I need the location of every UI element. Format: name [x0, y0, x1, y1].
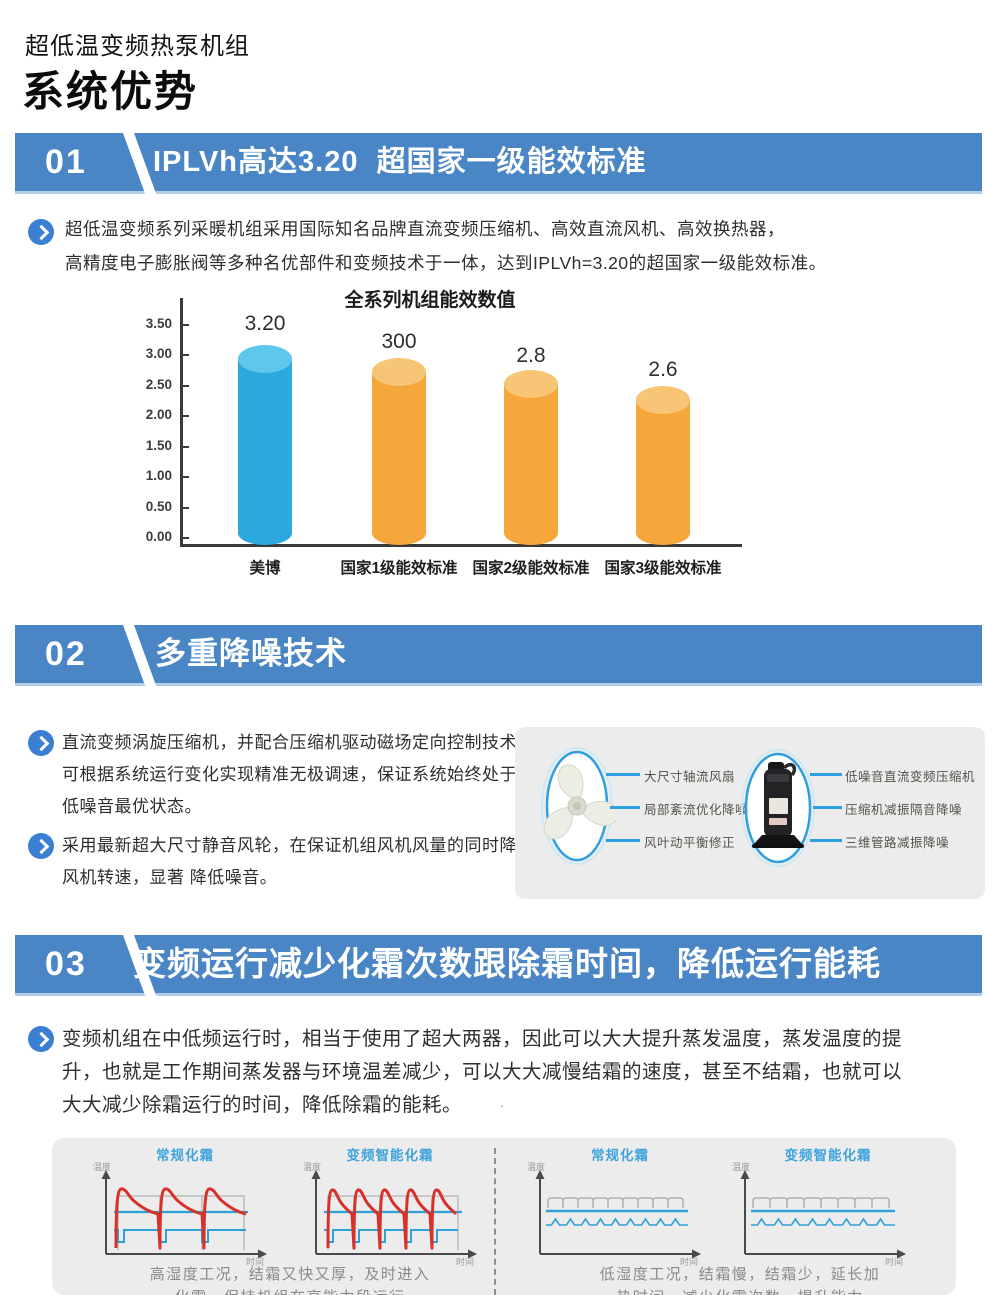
- section2-text-line: 直流变频涡旋压缩机，并配合压缩机驱动磁场定向控制技术，: [62, 733, 535, 752]
- section3-number: 03: [45, 945, 87, 983]
- chart-title: 全系列机组能效数值: [344, 290, 516, 311]
- bar-meibo: [238, 345, 292, 545]
- fan-feature-label: 风叶动平衡修正: [644, 836, 736, 850]
- category-label: 国家2级能效标准: [472, 560, 590, 577]
- dashed-divider: [494, 1148, 496, 1295]
- section2-banner-title: 多重降噪技术: [155, 636, 347, 671]
- compressor-feature-label: 低噪音直流变频压缩机: [845, 770, 976, 784]
- stray-mark: .: [500, 1094, 504, 1110]
- defrost-caption-line: 热时间，减少化霜次数，提升能力: [560, 1286, 920, 1295]
- section3-text-line: 升，也就是工作期间蒸发器与环境温差减少，可以大大减慢结霜的速度，甚至不结霜，也就…: [62, 1061, 903, 1083]
- x-axis-label: 时间: [456, 1257, 475, 1267]
- defrost-chart-smart-high-humidity: [311, 1170, 477, 1259]
- defrost-caption-line: 低湿度工况，结霜慢，结霜少，延长加: [599, 1266, 881, 1283]
- bar-grade1: [372, 358, 426, 545]
- bar-value-label: 2.6: [648, 358, 678, 381]
- bar-value-label: 2.8: [516, 344, 546, 367]
- y-tick: 1.00: [132, 468, 189, 483]
- defrost-chart-conventional-high-humidity: [101, 1170, 267, 1259]
- category-label: 美博: [249, 560, 281, 577]
- mini-chart-title: 常规化霜: [591, 1148, 649, 1163]
- callout-line: [813, 806, 842, 809]
- category-label: 国家3级能效标准: [604, 560, 722, 577]
- bar-grade3: [636, 386, 690, 545]
- y-axis-label: 温度: [527, 1162, 546, 1172]
- y-axis-label: 温度: [303, 1162, 322, 1172]
- fan-image: [541, 747, 616, 865]
- y-axis-label: 温度: [93, 1162, 112, 1172]
- compressor-feature-label: 压缩机减振隔音降噪: [845, 803, 963, 817]
- x-axis-label: 时间: [885, 1257, 904, 1267]
- y-tick: 1.50: [132, 438, 189, 453]
- y-tick: 3.50: [132, 316, 189, 331]
- section2-text-line: 采用最新超大尺寸静音风轮，在保证机组风机风量的同时降低: [62, 836, 535, 855]
- callout-line: [810, 773, 842, 776]
- x-axis: [180, 544, 742, 547]
- chevron-right-icon: [28, 730, 54, 756]
- section2-text-line: 可根据系统运行变化实现精准无极调速，保证系统始终处于: [62, 765, 517, 784]
- bar-grade2: [504, 370, 558, 545]
- section1-banner: 01 IPLVh高达3.20 超国家一级能效标准: [15, 133, 982, 205]
- y-tick: 2.00: [132, 407, 189, 422]
- y-tick: 0.00: [132, 529, 189, 544]
- section2-number: 02: [45, 635, 87, 673]
- y-axis: [180, 298, 183, 547]
- y-tick: 2.50: [132, 377, 189, 392]
- bar-value-label: 300: [381, 330, 417, 353]
- chevron-right-icon: [28, 833, 54, 859]
- callout-line: [610, 806, 640, 809]
- mini-chart-title: 常规化霜: [156, 1148, 214, 1163]
- section2-text-line: 低噪音最优状态。: [62, 797, 202, 816]
- fan-feature-label: 局部紊流优化降噪: [644, 803, 749, 817]
- y-tick: 3.00: [132, 346, 189, 361]
- section3-text-line: 大大减少除霜运行的时间，降低除霜的能耗。: [62, 1094, 463, 1116]
- section2-text-line: 风机转速，显著 降低噪音。: [62, 868, 278, 887]
- callout-line: [810, 839, 842, 842]
- defrost-caption-line: 高湿度工况，结霜又快又厚，及时进入: [149, 1266, 431, 1283]
- y-axis-label: 温度: [732, 1162, 751, 1172]
- chevron-right-icon: [28, 1026, 54, 1052]
- callout-line: [606, 773, 640, 776]
- defrost-chart-conventional-low-humidity: [535, 1170, 701, 1259]
- compressor-feature-label: 三维管路减振降噪: [845, 836, 950, 850]
- chevron-right-icon: [28, 219, 54, 245]
- product-subtitle: 超低温变频热泵机组: [25, 33, 250, 60]
- mini-chart-title: 变频智能化霜: [784, 1148, 872, 1163]
- page-title: 系统优势: [22, 68, 199, 115]
- section1-text-line: 超低温变频系列采暖机组采用国际知名品牌直流变频压缩机、高效直流风机、高效换热器，: [65, 219, 785, 239]
- section3-banner-title: 变频运行减少化霜次数跟除霜时间，降低运行能耗: [133, 945, 881, 982]
- section1-number: 01: [45, 143, 87, 181]
- bar-value-label: 3.20: [244, 312, 286, 335]
- fan-feature-label: 大尺寸轴流风扇: [644, 770, 736, 784]
- section2-banner: 02 多重降噪技术: [15, 625, 982, 697]
- compressor-image: [741, 749, 815, 867]
- defrost-caption-line: 化霜，保持机组在高能力段运行: [110, 1286, 470, 1295]
- x-axis-label: 时间: [680, 1257, 699, 1267]
- section1-text-line: 高精度电子膨胀阀等多种名优部件和变频技术于一体，达到IPLVh=3.20的超国家…: [65, 253, 827, 273]
- defrost-chart-smart-low-humidity: [740, 1170, 906, 1259]
- section3-banner: 03 变频运行减少化霜次数跟除霜时间，降低运行能耗: [15, 935, 982, 1007]
- y-tick: 0.50: [132, 499, 189, 514]
- section1-banner-title: IPLVh高达3.20 超国家一级能效标准: [153, 146, 647, 178]
- x-axis-label: 时间: [246, 1257, 265, 1267]
- mini-chart-title: 变频智能化霜: [346, 1148, 434, 1163]
- category-label: 国家1级能效标准: [340, 560, 458, 577]
- callout-line: [606, 839, 640, 842]
- section3-text-line: 变频机组在中低频运行时，相当于使用了超大两器，因此可以大大提升蒸发温度，蒸发温度…: [62, 1028, 903, 1050]
